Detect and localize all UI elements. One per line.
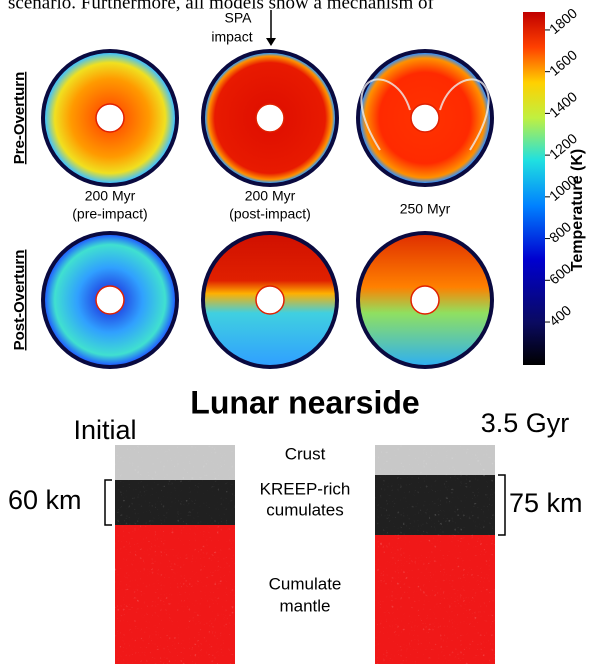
initial-column xyxy=(115,445,235,664)
right-label: 3.5 Gyr xyxy=(481,408,570,438)
bracket xyxy=(498,475,505,535)
final-column xyxy=(375,445,495,664)
column-label: 200 Myr xyxy=(85,188,136,204)
figure: scenario. Furthermore, all models show a… xyxy=(0,0,592,664)
core xyxy=(96,286,124,314)
column-label: 250 Myr xyxy=(400,201,451,217)
column-label: (pre-impact) xyxy=(72,206,147,222)
impact-label: SPA xyxy=(225,10,253,26)
colorbar xyxy=(523,12,545,365)
row-label: Post-Overturn xyxy=(11,250,28,351)
core xyxy=(411,286,439,314)
thickness-label: 75 km xyxy=(509,488,583,518)
header-text: scenario. Furthermore, all models show a… xyxy=(8,0,434,13)
layer-label: mantle xyxy=(279,596,330,615)
bottom-title: Lunar nearside xyxy=(190,384,419,420)
colorbar-tick-label: 1600 xyxy=(546,46,580,78)
column-label: (post-impact) xyxy=(229,206,311,222)
layer-label: KREEP-rich xyxy=(260,479,351,498)
core xyxy=(96,104,124,132)
colorbar-tick-label: 1800 xyxy=(546,5,580,37)
spa-arrow: SPA impact xyxy=(211,10,276,46)
thickness-label: 60 km xyxy=(8,485,82,515)
colorbar-label: Temperature (K) xyxy=(569,149,586,271)
left-label: Initial xyxy=(73,415,136,445)
impact-label: impact xyxy=(211,29,252,45)
column-label: 200 Myr xyxy=(245,188,296,204)
colorbar-tick-label: 1400 xyxy=(546,88,580,120)
layer-label: Crust xyxy=(285,444,326,463)
row-label: Pre-Overturn xyxy=(11,72,28,165)
core xyxy=(411,104,439,132)
core xyxy=(256,104,284,132)
layer-label: Cumulate xyxy=(269,574,342,593)
core xyxy=(256,286,284,314)
bracket xyxy=(105,480,112,525)
layer-label: cumulates xyxy=(266,500,343,519)
colorbar-tick-label: 400 xyxy=(546,302,574,329)
